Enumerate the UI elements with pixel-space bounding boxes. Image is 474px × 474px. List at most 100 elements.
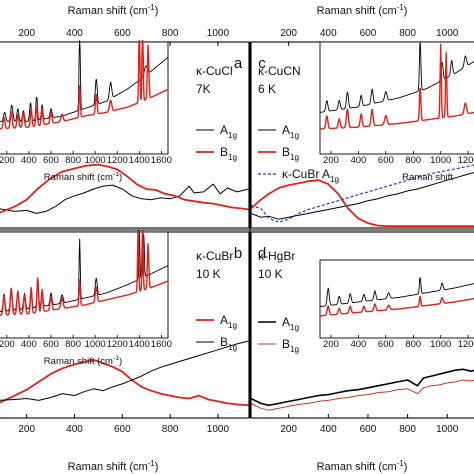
inset-tick-label-c-2: 600 <box>378 155 394 166</box>
legend-label-c-2: κ-CuBr A1g <box>282 167 340 184</box>
inset-c: 200 400 600 800 1000 1200 Raman shift <box>319 41 474 183</box>
top-tick-label-c-4: 1000 <box>436 28 459 39</box>
bottom-tick-label-b-2: 600 <box>114 424 131 435</box>
sample-label-d-1: 10 K <box>258 267 283 281</box>
inset-series-d-0 <box>319 277 474 308</box>
top-tick-label-c-0: 200 <box>280 28 297 39</box>
series-a-0 <box>0 183 250 214</box>
inset-tick-label-a-1: 400 <box>21 155 37 166</box>
inset-tick-label-b-5: 1200 <box>107 339 128 350</box>
top-tick-label-c-3: 800 <box>399 28 416 39</box>
series-c-1 <box>250 179 474 227</box>
inset-xlabel-c: Raman shift <box>402 172 453 183</box>
inset-series-a-1 <box>0 39 169 130</box>
inset-tick-label-c-4: 1000 <box>430 155 451 166</box>
panel-letter-b: b <box>234 245 242 262</box>
legend-label-c-0: A1g <box>282 123 300 140</box>
bottom-tick-label-d-3: 800 <box>399 424 416 435</box>
inset-series-c-1 <box>319 43 474 130</box>
inset-tick-label-a-2: 600 <box>43 155 59 166</box>
bottom-tick-label-b-3: 800 <box>162 424 179 435</box>
series-a-1 <box>0 163 250 214</box>
inset-tick-label-c-1: 400 <box>350 155 366 166</box>
inset-tick-label-c-5: 1200 <box>458 155 474 166</box>
inset-tick-label-b-6: 1400 <box>129 339 150 350</box>
legend-label-a-1: B1g <box>220 145 238 162</box>
sample-label-c-0: κ-CuCN <box>258 64 301 78</box>
top-tick-label-a-2: 600 <box>114 28 131 39</box>
legend-label-b-1: B1g <box>220 335 238 352</box>
legend-label-d-1: B1g <box>282 337 300 354</box>
inset-tick-label-b-2: 600 <box>43 339 59 350</box>
top-tick-label-a-1: 400 <box>66 28 83 39</box>
sample-label-a-1: 7K <box>196 82 211 96</box>
sample-label-b-1: 10 K <box>196 267 221 281</box>
inset-xlabel-b: Raman shift (cm-1) <box>44 355 122 367</box>
panel-c: 200 400 600 800 1000 200 400 600 800 1000 1200 Rama… <box>250 28 474 229</box>
bottom-tick-label-d-2: 600 <box>360 424 377 435</box>
panel-d: 200 400 600 800 1000 200 400 600 800 1000 1200 dκ-H… <box>250 231 474 435</box>
series-c-0 <box>250 172 474 220</box>
sample-label-a-0: κ-CuCl <box>196 64 233 78</box>
series-d-0 <box>250 368 474 407</box>
sample-label-c-1: 6 K <box>258 82 276 96</box>
legend-label-c-1: B1g <box>282 145 300 162</box>
top-tick-label-a-3: 800 <box>162 28 179 39</box>
inset-tick-label-b-0: 200 <box>0 339 15 350</box>
legend-label-a-0: A1g <box>220 123 238 140</box>
inset-tick-label-d-1: 400 <box>350 339 366 350</box>
series-b-1 <box>0 340 250 401</box>
inset-frame-d <box>319 259 474 339</box>
panel-letter-a: a <box>234 55 243 72</box>
bottom-tick-label-d-0: 200 <box>280 424 297 435</box>
bottom-tick-label-b-1: 400 <box>66 424 83 435</box>
inset-tick-label-d-5: 1200 <box>458 339 474 350</box>
inset-series-b-1 <box>0 230 169 316</box>
inset-tick-label-a-0: 200 <box>0 155 15 166</box>
inset-tick-label-b-1: 400 <box>21 339 37 350</box>
inset-tick-label-b-7: 1600 <box>151 339 172 350</box>
bottom-axis-title-right: Raman shift (cm-1) <box>317 459 408 473</box>
bottom-axis-title-left: Raman shift (cm-1) <box>68 459 159 473</box>
panel-letter-d: d <box>258 245 266 262</box>
top-tick-label-c-1: 400 <box>320 28 337 39</box>
inset-a: 200 400 600 800 1000 1200 1400 1600 Raman shift … <box>0 39 172 183</box>
inset-series-c-0 <box>319 42 474 113</box>
series-c-2 <box>250 164 474 223</box>
legend-label-d-0: A1g <box>282 315 300 332</box>
series-d-1 <box>250 379 474 411</box>
inset-tick-label-c-3: 800 <box>405 155 421 166</box>
legend-label-b-0: A1g <box>220 313 238 330</box>
panel-frame-d <box>250 231 474 419</box>
inset-tick-label-a-6: 1400 <box>129 155 150 166</box>
bottom-tick-label-d-4: 1000 <box>436 424 459 435</box>
inset-tick-label-b-3: 800 <box>65 339 81 350</box>
inset-tick-label-d-4: 1000 <box>430 339 451 350</box>
inset-tick-label-d-0: 200 <box>323 339 339 350</box>
inset-tick-label-d-2: 600 <box>378 339 394 350</box>
bottom-tick-label-d-1: 400 <box>320 424 337 435</box>
top-axis-title-right: Raman shift (cm-1) <box>317 3 408 17</box>
inset-tick-label-a-4: 1000 <box>85 155 106 166</box>
inset-d: 200 400 600 800 1000 1200 <box>319 259 474 350</box>
inset-tick-label-a-3: 800 <box>65 155 81 166</box>
panel-letter-c: c <box>258 55 266 72</box>
top-tick-label-c-2: 600 <box>360 28 377 39</box>
bottom-tick-label-b-0: 200 <box>18 424 35 435</box>
inset-b: 200 400 600 800 1000 1200 1400 1600 Raman shift … <box>0 230 172 367</box>
inset-tick-label-b-4: 1000 <box>85 339 106 350</box>
top-tick-label-a-4: 1000 <box>207 28 230 39</box>
bottom-tick-label-b-4: 1000 <box>207 424 230 435</box>
top-axis-title-left: Raman shift (cm-1) <box>68 3 159 17</box>
top-tick-label-a-0: 200 <box>18 28 35 39</box>
inset-tick-label-a-7: 1600 <box>151 155 172 166</box>
inset-tick-label-c-0: 200 <box>323 155 339 166</box>
sample-label-d-0: κ-HgBr <box>258 249 295 263</box>
inset-tick-label-a-5: 1200 <box>107 155 128 166</box>
inset-tick-label-d-3: 800 <box>405 339 421 350</box>
sample-label-b-0: κ-CuBr <box>196 249 233 263</box>
inset-series-d-1 <box>319 296 474 317</box>
